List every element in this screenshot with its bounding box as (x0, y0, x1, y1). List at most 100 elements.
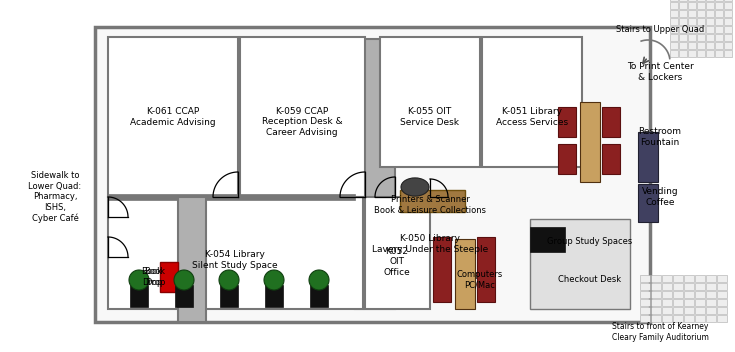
Bar (670, 18, 678, 25)
Bar (679, 34, 687, 41)
Bar (679, 10, 687, 17)
Text: Sidewalk to
Lower Quad:
Pharmacy,
ISHS,
Cyber Café: Sidewalk to Lower Quad: Pharmacy, ISHS, … (29, 171, 82, 222)
Bar (695, 283, 705, 290)
Bar (715, 0, 723, 1)
Bar (688, 34, 696, 41)
Bar (670, 34, 678, 41)
Bar (108, 37, 238, 197)
Bar (640, 291, 650, 298)
Bar (651, 283, 661, 290)
Text: K-051 Library
Access Services: K-051 Library Access Services (496, 107, 568, 127)
Bar (558, 144, 576, 174)
Circle shape (309, 270, 329, 290)
Bar (706, 307, 716, 314)
Bar (679, 42, 687, 49)
Bar (706, 50, 714, 57)
Bar (697, 26, 705, 33)
Bar (355, 39, 395, 309)
Text: Restroom
Fountain: Restroom Fountain (639, 127, 681, 147)
Text: Printers & Scanner
Book & Leisure Collections: Printers & Scanner Book & Leisure Collec… (374, 195, 486, 215)
Bar (697, 0, 705, 1)
Text: K052
OIT
Office: K052 OIT Office (384, 247, 410, 277)
Bar (706, 34, 714, 41)
Bar (697, 42, 705, 49)
Bar (697, 34, 705, 41)
Bar (715, 26, 723, 33)
Bar (108, 197, 363, 309)
Bar (673, 275, 683, 282)
Bar (706, 0, 714, 1)
Bar (651, 275, 661, 282)
Bar (160, 262, 178, 292)
Text: Checkout Desk: Checkout Desk (559, 276, 622, 284)
Bar (640, 307, 650, 314)
Bar (662, 291, 672, 298)
Text: Vending
Coffee: Vending Coffee (642, 187, 678, 207)
Bar (638, 132, 658, 182)
Bar (697, 2, 705, 9)
Bar (640, 283, 650, 290)
Bar (673, 307, 683, 314)
Text: K-061 CCAP
Academic Advising: K-061 CCAP Academic Advising (130, 107, 216, 127)
Text: Group Study Spaces: Group Study Spaces (548, 238, 633, 246)
Bar (651, 307, 661, 314)
Circle shape (264, 270, 284, 290)
Bar (706, 42, 714, 49)
Bar (724, 0, 732, 1)
Text: K-059 CCAP
Reception Desk &
Career Advising: K-059 CCAP Reception Desk & Career Advis… (262, 107, 343, 137)
Bar (706, 315, 716, 322)
Bar (684, 307, 694, 314)
Bar (638, 184, 658, 222)
Bar (695, 275, 705, 282)
Bar (670, 0, 678, 1)
Bar (640, 275, 650, 282)
Bar (715, 34, 723, 41)
Bar (265, 285, 283, 307)
Bar (673, 291, 683, 298)
Bar (178, 197, 206, 322)
Bar (670, 10, 678, 17)
Text: Book
Drop: Book Drop (145, 267, 165, 287)
Bar (697, 10, 705, 17)
Text: Computers
PC/Mac: Computers PC/Mac (457, 270, 503, 290)
Bar (695, 291, 705, 298)
Bar (670, 50, 678, 57)
Bar (602, 144, 620, 174)
Circle shape (219, 270, 239, 290)
Bar (651, 291, 661, 298)
Bar (380, 37, 480, 167)
Circle shape (129, 270, 149, 290)
Bar (697, 50, 705, 57)
Bar (482, 37, 582, 167)
Bar (688, 10, 696, 17)
Text: K-050 Library
Lavery Under the Steeple: K-050 Library Lavery Under the Steeple (372, 234, 488, 254)
Bar (706, 291, 716, 298)
Bar (717, 307, 727, 314)
Bar (651, 299, 661, 306)
Bar (651, 315, 661, 322)
Bar (684, 283, 694, 290)
Bar (688, 18, 696, 25)
Bar (679, 26, 687, 33)
Bar (717, 275, 727, 282)
Bar (670, 2, 678, 9)
Bar (365, 197, 430, 309)
Bar (706, 18, 714, 25)
Bar (679, 2, 687, 9)
Bar (706, 26, 714, 33)
Bar (684, 275, 694, 282)
Bar (640, 315, 650, 322)
Bar (724, 34, 732, 41)
Bar (717, 291, 727, 298)
Bar (558, 107, 576, 137)
Text: Stairs to front of Kearney
Cleary Family Auditorium: Stairs to front of Kearney Cleary Family… (612, 322, 709, 342)
Bar (580, 102, 600, 182)
Bar (670, 42, 678, 49)
Bar (310, 285, 328, 307)
Bar (688, 2, 696, 9)
Bar (724, 26, 732, 33)
Bar (724, 10, 732, 17)
Bar (477, 237, 495, 302)
Bar (679, 50, 687, 57)
Bar (688, 26, 696, 33)
